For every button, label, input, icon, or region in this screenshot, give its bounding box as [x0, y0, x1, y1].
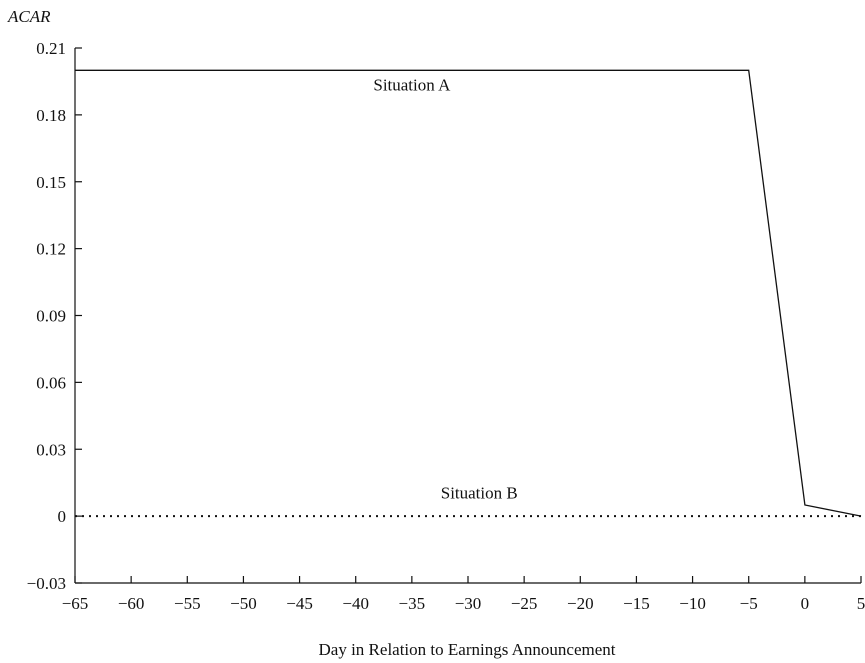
x-tick-label: −20: [567, 594, 594, 613]
label-situation-a: Situation A: [373, 75, 451, 94]
y-tick-label: 0: [58, 507, 67, 526]
annotation-layer: Situation A Situation B: [373, 75, 517, 502]
y-tick-label: 0.09: [36, 307, 66, 326]
y-tick-label: 0.18: [36, 106, 66, 125]
x-tick-label: −5: [740, 594, 758, 613]
x-tick-label: −65: [62, 594, 89, 613]
series-layer: [75, 69, 862, 518]
y-axis: −0.03 0 0.03 0.06 0.09 0.12 0.15 0.18 0.21: [27, 39, 82, 593]
x-axis-title: Day in Relation to Earnings Announcement: [319, 640, 616, 659]
x-tick-label: −45: [286, 594, 313, 613]
x-tick-label: 5: [857, 594, 865, 613]
series-situation-a: [75, 69, 862, 517]
x-tick-label: −25: [511, 594, 538, 613]
y-tick-label: 0.12: [36, 240, 66, 259]
y-axis-title: ACAR: [7, 7, 51, 26]
y-tick-label: 0.06: [36, 373, 66, 392]
x-tick-label: −10: [679, 594, 706, 613]
x-tick-label: −30: [455, 594, 482, 613]
y-tick-label: 0.15: [36, 173, 66, 192]
x-tick-label: 0: [801, 594, 810, 613]
x-tick-label: −50: [230, 594, 257, 613]
x-tick-label: −40: [342, 594, 369, 613]
x-axis: −65 −60 −55 −50 −45 −40 −35 −30 −25 −20 −15 −10 −5 0 5: [62, 576, 865, 613]
x-tick-label: −55: [174, 594, 201, 613]
x-tick-label: −15: [623, 594, 650, 613]
x-tick-label: −35: [399, 594, 426, 613]
y-tick-label: 0.21: [36, 39, 66, 58]
y-tick-label: 0.03: [36, 440, 66, 459]
x-tick-label: −60: [118, 594, 145, 613]
label-situation-b: Situation B: [441, 483, 518, 502]
y-tick-label: −0.03: [27, 574, 66, 593]
